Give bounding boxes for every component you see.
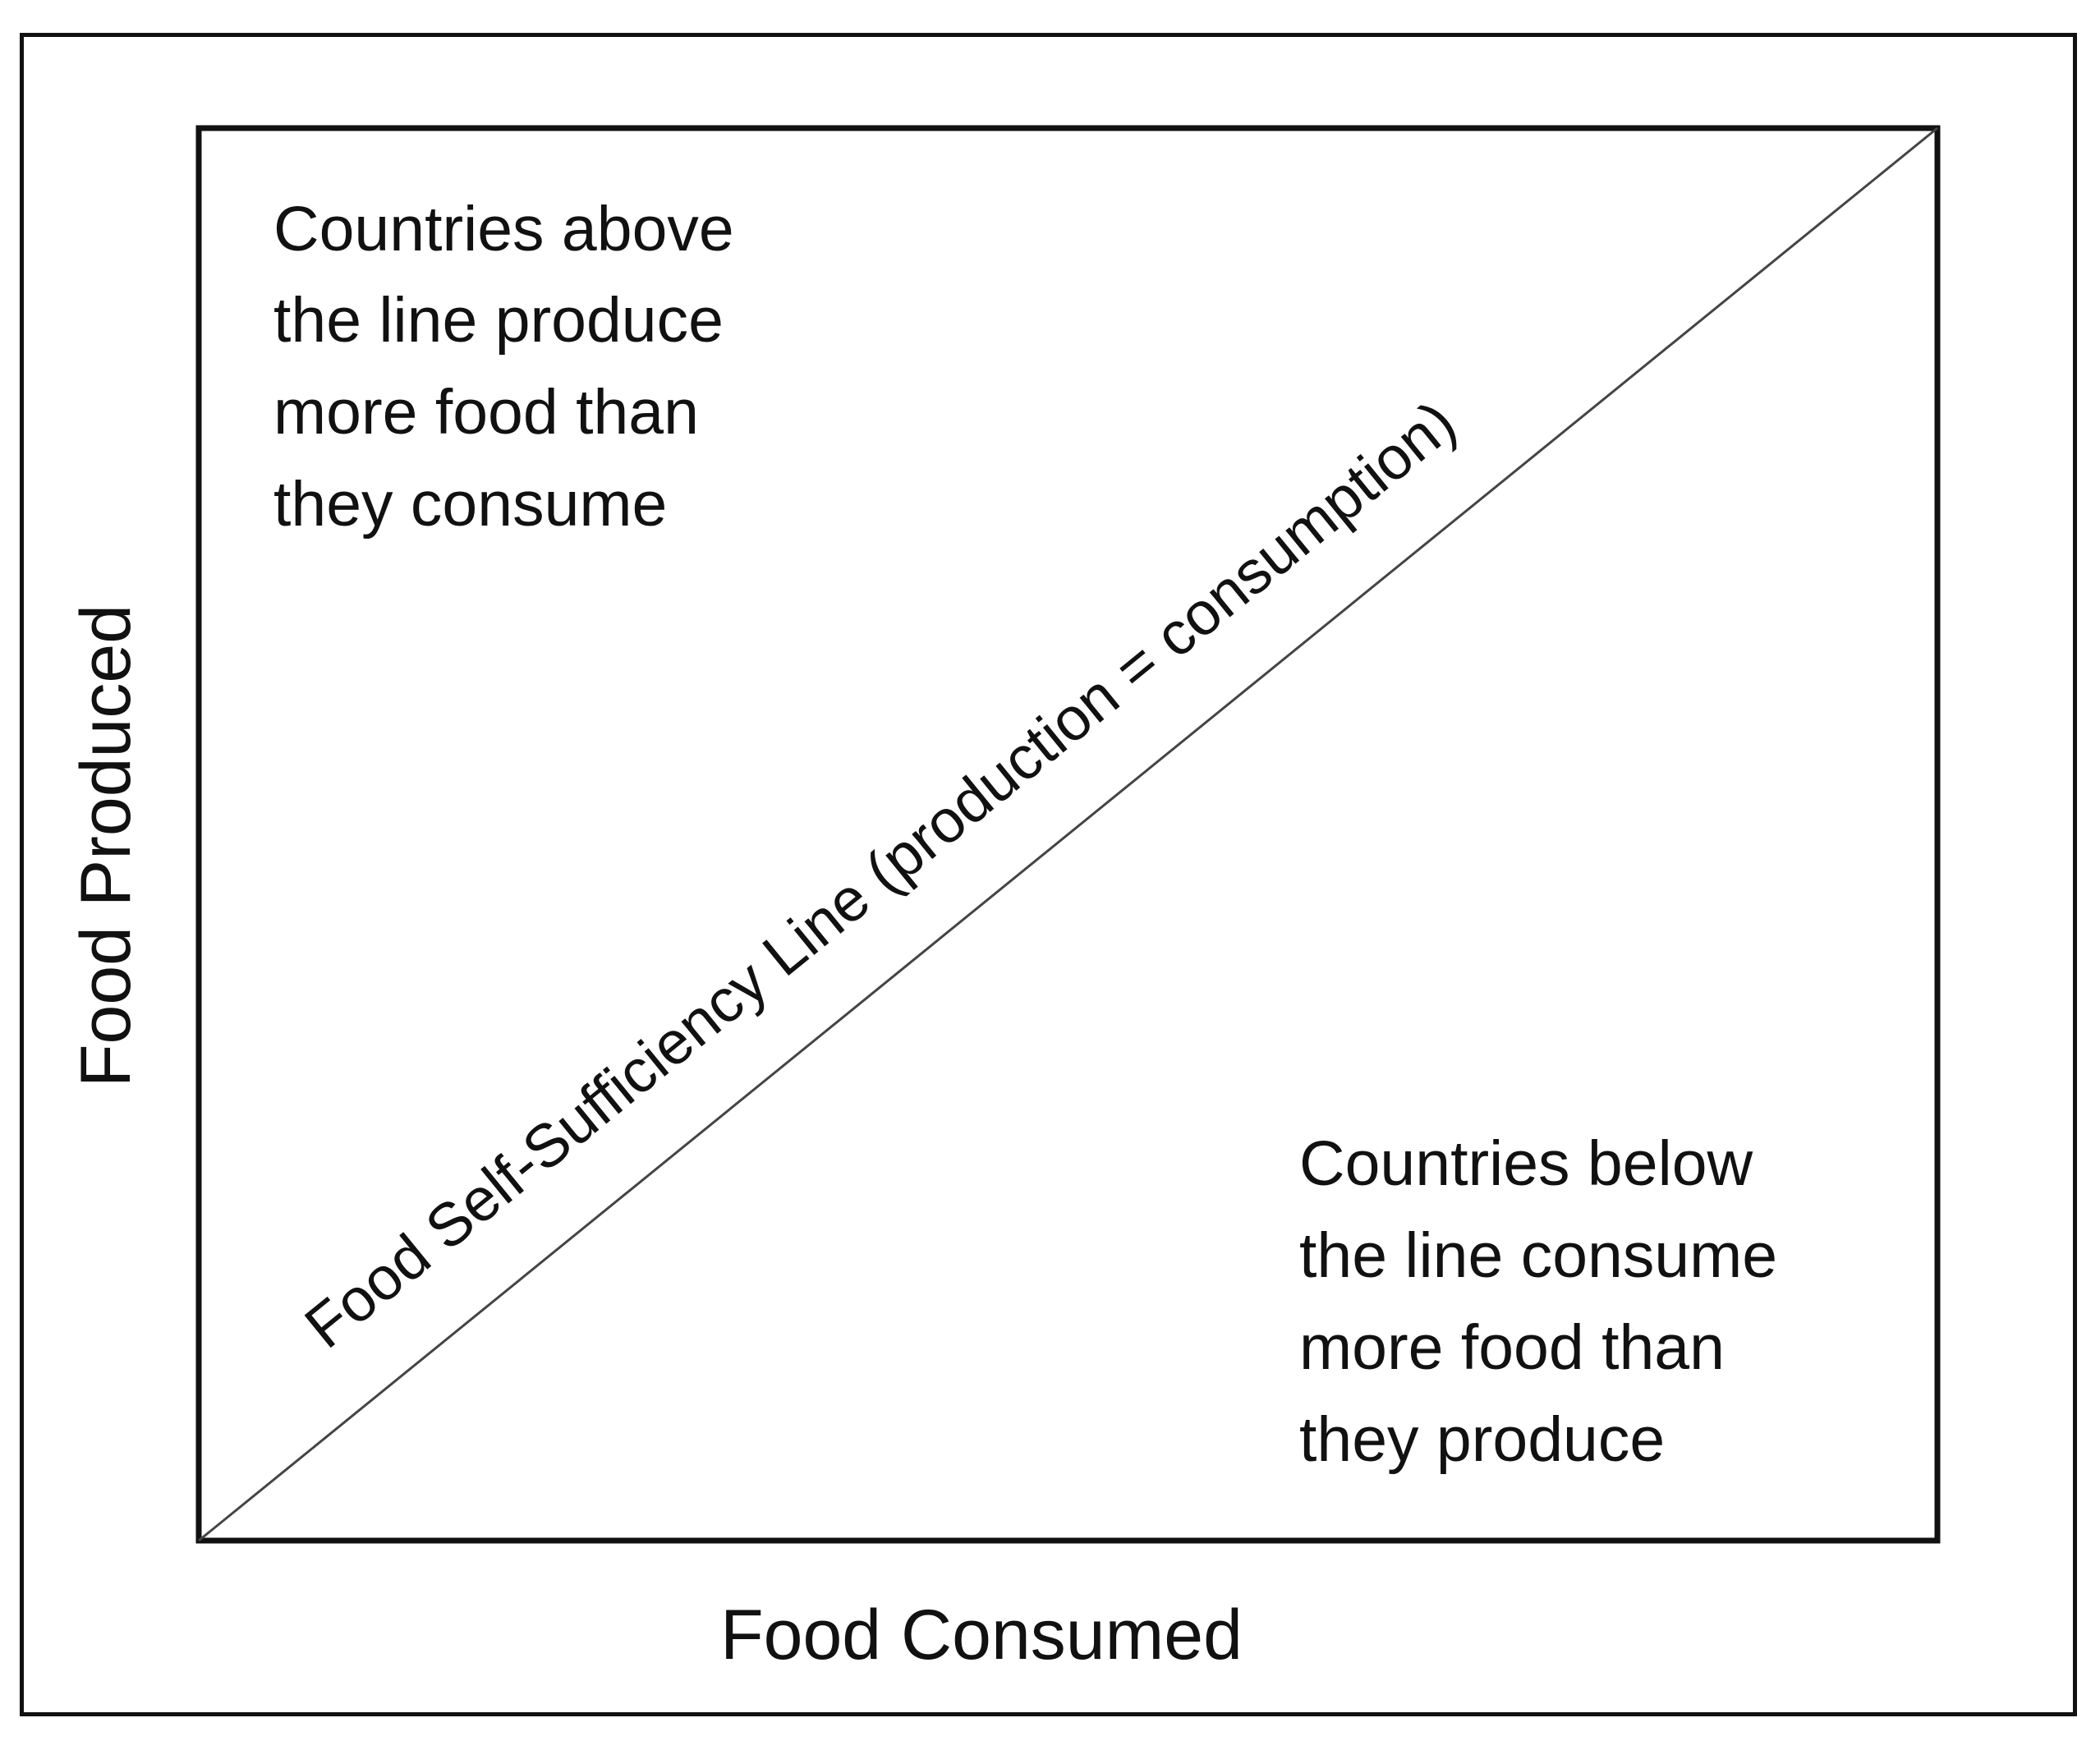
x-axis-label: Food Consumed	[720, 1596, 1243, 1674]
outer-frame	[20, 33, 2077, 1716]
upper-region-line: more food than	[273, 377, 699, 448]
self-sufficiency-line	[198, 126, 1938, 1542]
plot-area-border	[195, 125, 1941, 1544]
lower-region-line: they produce	[1299, 1404, 1665, 1475]
y-axis-label: Food Produced	[67, 604, 145, 1087]
lower-region-annotation: Countries below the line consume more fo…	[1299, 1128, 1795, 1475]
upper-region-line: the line produce	[273, 285, 724, 356]
lower-region-line: the line consume	[1299, 1220, 1777, 1291]
lower-region-line: more food than	[1299, 1312, 1725, 1383]
lower-region-line: Countries below	[1299, 1128, 1753, 1199]
upper-region-annotation: Countries above the line produce more fo…	[273, 194, 751, 540]
upper-region-line: they consume	[273, 469, 667, 540]
upper-region-line: Countries above	[273, 194, 734, 264]
